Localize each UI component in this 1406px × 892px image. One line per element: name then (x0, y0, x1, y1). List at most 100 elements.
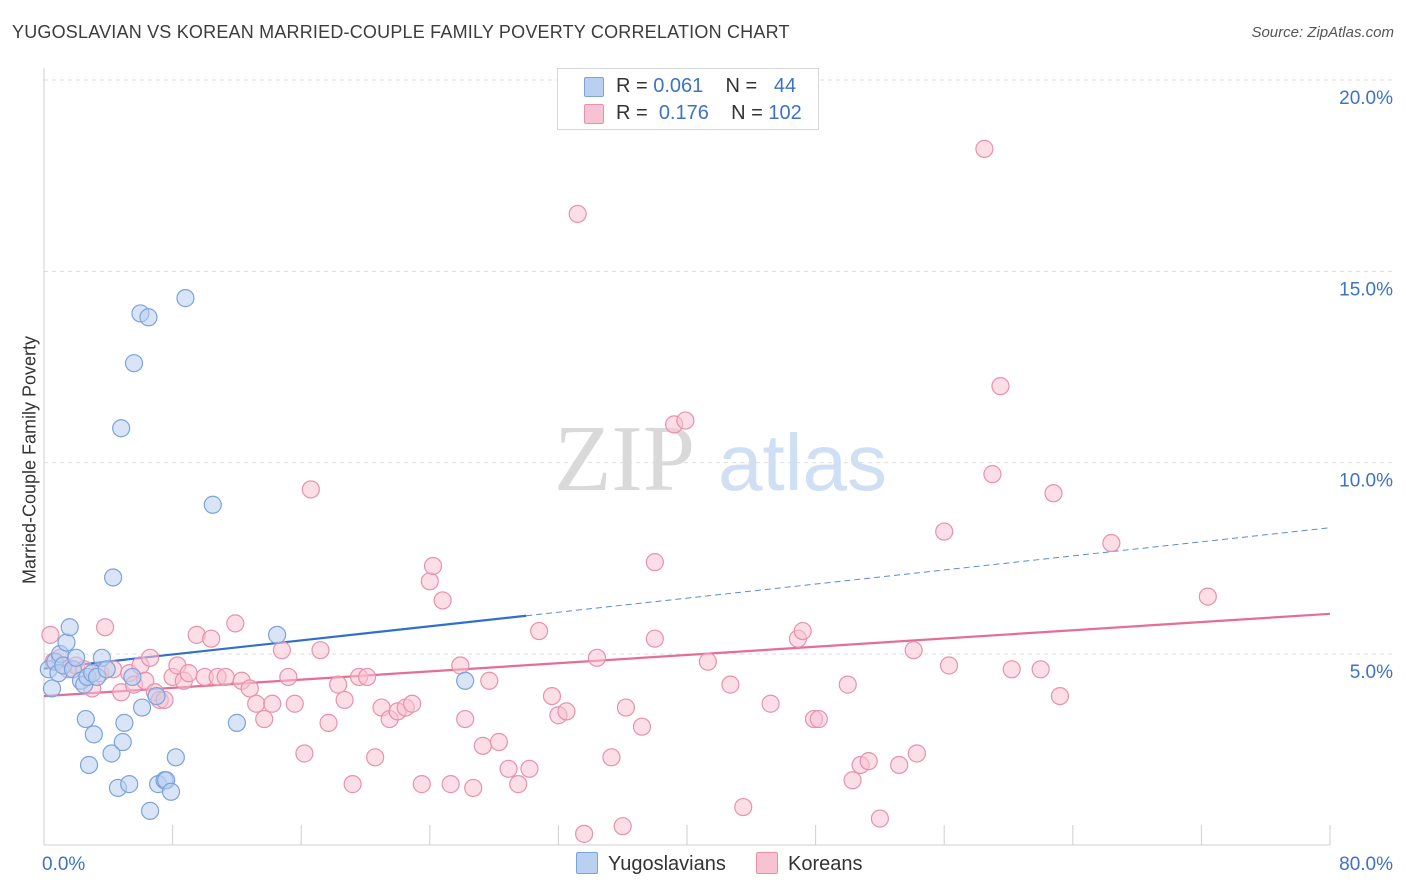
korean-point (509, 775, 528, 794)
yugoslavian-point (60, 618, 79, 637)
legend-swatch-blue (584, 77, 604, 97)
legend-r-label: R = (616, 75, 654, 97)
yugoslavian-points (39, 289, 475, 820)
grid-lines (44, 79, 1393, 655)
x-tick-label-max: 80.0% (1339, 854, 1393, 875)
y-tick-label: 10.0% (1339, 471, 1393, 492)
korean-point (441, 775, 460, 794)
korean-point (870, 809, 890, 828)
yugoslavian-point (123, 667, 142, 687)
korean-point (568, 204, 587, 224)
korean-point (698, 652, 717, 671)
korean-point (473, 736, 492, 755)
korean-point (975, 139, 994, 158)
korean-point (632, 717, 652, 736)
korean-point (676, 411, 695, 430)
legend-r-value: 0.061 (653, 75, 704, 97)
korean-point (420, 572, 439, 591)
korean-point (991, 377, 1010, 396)
korean-point (907, 744, 926, 763)
korean-point (613, 817, 632, 836)
korean-point (335, 690, 354, 710)
korean-point (721, 675, 740, 694)
y-tick-label: 15.0% (1339, 279, 1393, 300)
korean-point (1198, 587, 1217, 606)
korean-point (456, 709, 475, 729)
korean-point (587, 648, 607, 667)
yugoslavian-point (140, 801, 160, 820)
legend-n-label: N = (731, 102, 769, 124)
yugoslavian-point (147, 686, 166, 706)
korean-point (1031, 660, 1050, 679)
legend-label: Yugoslavians (608, 853, 726, 875)
korean-point (464, 778, 483, 798)
korean-point (358, 667, 377, 687)
korean-point (1002, 660, 1021, 679)
yugoslavian-point (79, 755, 99, 775)
source-label: Source: ZipAtlas.com (1251, 24, 1394, 41)
legend-r-label: R = (616, 102, 654, 124)
korean-point (890, 755, 909, 775)
korean-point (616, 698, 636, 717)
korean-point (843, 771, 862, 790)
korean-point (761, 694, 780, 713)
korean-point (423, 556, 443, 576)
korean-point (285, 694, 304, 713)
korean-point (645, 629, 664, 648)
correlation-legend: R = 0.061 N = 44 R = 0.176 N = 102 (557, 68, 819, 130)
yugoslavian-point (267, 625, 287, 644)
legend-swatch-pink (756, 852, 778, 874)
korean-point (263, 694, 282, 713)
korean-point (41, 625, 60, 644)
korean-point (412, 775, 431, 794)
korean-point (542, 686, 562, 706)
korean-point (520, 759, 539, 778)
korean-point (403, 694, 422, 713)
korean-point (557, 702, 576, 721)
korean-point (480, 671, 499, 690)
korean-point (793, 621, 812, 641)
korean-point (247, 694, 266, 713)
korean-point (859, 752, 878, 771)
legend-label: Koreans (788, 853, 863, 875)
korean-point (329, 675, 348, 694)
legend-swatch-blue (576, 852, 598, 874)
korean-point (489, 732, 509, 752)
korean-point (366, 748, 385, 767)
yugoslavian-point (456, 671, 475, 690)
korean-point (575, 824, 594, 843)
yugoslavian-point (76, 709, 95, 729)
korean-point (734, 797, 753, 817)
yugoslavian-point (102, 744, 121, 763)
legend-n-label: N = (725, 75, 763, 97)
korean-point (433, 591, 452, 610)
yugoslavian-trend-extension (526, 527, 1331, 617)
yugoslavian-point (104, 568, 123, 587)
yugoslavian-point (203, 495, 222, 514)
korean-trend-line (43, 612, 1331, 698)
chart-title: YUGOSLAVIAN VS KOREAN MARRIED-COUPLE FAM… (12, 22, 790, 42)
korean-point (279, 667, 298, 687)
yugoslavian-point (166, 748, 185, 767)
korean-point (140, 648, 160, 667)
korean-point (983, 465, 1002, 484)
korean-point (809, 709, 828, 729)
tick-labels: 5.0% 10.0% 15.0% 20.0% 0.0% 80.0% (42, 88, 1393, 875)
yugoslavian-point (115, 713, 134, 732)
legend-item-koreans: Koreans (756, 852, 863, 876)
korean-point (311, 641, 330, 660)
yugoslavian-point (113, 732, 132, 752)
korean-point (255, 709, 274, 729)
korean-point (240, 679, 259, 698)
x-tick-label-min: 0.0% (42, 854, 85, 875)
korean-point (904, 641, 923, 660)
yugoslavian-point (227, 713, 246, 732)
korean-point (179, 664, 198, 683)
yugoslavian-point (132, 698, 152, 717)
yugoslavian-point (97, 660, 116, 679)
korean-point (1050, 686, 1070, 706)
yugoslavian-point (42, 679, 62, 698)
y-tick-label: 20.0% (1339, 88, 1393, 109)
korean-point (838, 675, 857, 694)
